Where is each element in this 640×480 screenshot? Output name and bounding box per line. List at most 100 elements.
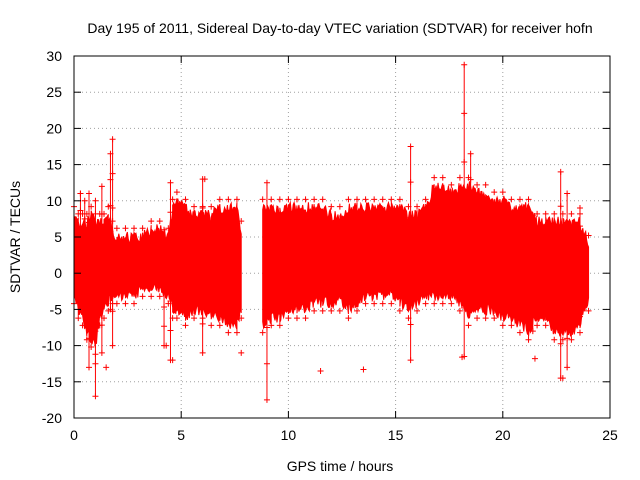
data-point xyxy=(467,254,474,261)
data-band xyxy=(390,202,401,302)
data-point xyxy=(319,307,326,314)
data-band xyxy=(365,202,375,303)
data-point xyxy=(482,315,489,322)
data-point xyxy=(225,196,232,203)
data-point xyxy=(529,231,536,238)
data-point xyxy=(259,329,266,336)
data-outlier xyxy=(163,342,170,349)
data-point xyxy=(92,295,99,302)
data-point xyxy=(199,320,206,327)
data-point xyxy=(311,307,318,314)
data-point xyxy=(109,218,116,225)
data-point xyxy=(474,315,481,322)
data-point xyxy=(83,336,90,343)
data-band xyxy=(176,198,186,318)
data-point xyxy=(319,196,326,203)
data-outlier xyxy=(103,364,110,371)
data-point xyxy=(328,307,335,314)
data-point xyxy=(148,293,155,300)
data-band xyxy=(219,204,229,327)
data-point xyxy=(263,179,270,186)
data-band xyxy=(202,209,212,319)
data-series xyxy=(71,61,592,403)
data-point xyxy=(467,280,474,287)
data-point xyxy=(414,307,421,314)
ticks: 0 5 10 15 20 25 -20 -15 -10 -5 0 5 10 15 20 25 30 xyxy=(42,48,618,443)
data-point xyxy=(576,277,583,284)
data-point xyxy=(302,196,309,203)
data-outlier xyxy=(77,190,84,197)
data-band xyxy=(467,181,478,319)
data-point xyxy=(101,210,108,217)
data-band xyxy=(313,202,324,308)
data-point xyxy=(557,168,564,175)
data-point xyxy=(336,307,343,314)
data-point xyxy=(576,241,583,248)
data-point xyxy=(557,340,564,347)
data-outlier xyxy=(201,176,208,183)
data-point xyxy=(379,300,386,307)
data-outlier xyxy=(238,349,245,356)
data-point xyxy=(263,215,270,222)
data-point xyxy=(77,224,84,231)
data-band xyxy=(476,187,487,316)
data-point xyxy=(293,315,300,322)
data-point xyxy=(276,322,283,329)
data-band xyxy=(382,200,392,300)
data-point xyxy=(96,322,103,329)
data-point xyxy=(208,322,215,329)
data-point xyxy=(396,196,403,203)
data-point xyxy=(92,262,99,269)
data-point xyxy=(551,210,558,217)
data-point xyxy=(161,246,168,253)
data-point xyxy=(439,174,446,181)
data-band xyxy=(433,182,444,302)
data-band xyxy=(210,203,221,324)
data-point xyxy=(557,203,564,210)
data-point xyxy=(107,150,114,157)
data-point xyxy=(285,315,292,322)
data-band xyxy=(416,203,427,306)
data-band xyxy=(570,217,581,335)
data-band xyxy=(150,224,161,293)
data-band xyxy=(347,202,358,314)
data-point xyxy=(109,342,116,349)
data-point xyxy=(467,228,474,235)
data-point xyxy=(576,205,583,212)
y-tick-label: 15 xyxy=(46,157,62,173)
data-point xyxy=(216,196,223,203)
data-band xyxy=(296,204,307,314)
data-point xyxy=(173,189,180,196)
data-point xyxy=(448,181,455,188)
data-band xyxy=(553,216,564,337)
data-point xyxy=(167,238,174,245)
data-band xyxy=(399,203,409,312)
data-band xyxy=(493,195,504,321)
data-point xyxy=(311,196,318,203)
data-point xyxy=(238,218,245,225)
data-point xyxy=(77,291,84,298)
data-point xyxy=(491,189,498,196)
data-point xyxy=(336,203,343,210)
data-point xyxy=(529,250,536,257)
data-point xyxy=(559,336,566,343)
data-band xyxy=(485,193,495,317)
data-point xyxy=(167,268,174,275)
data-point xyxy=(161,265,168,272)
data-point xyxy=(465,174,472,181)
data-band xyxy=(112,229,118,300)
data-point xyxy=(161,323,168,330)
data-point xyxy=(407,214,414,221)
data-point xyxy=(525,336,532,343)
data-point xyxy=(564,190,571,197)
data-point xyxy=(83,210,90,217)
data-point xyxy=(182,196,189,203)
data-point xyxy=(407,285,414,292)
data-point xyxy=(173,315,180,322)
data-point xyxy=(139,225,146,232)
data-point xyxy=(474,181,481,188)
data-point xyxy=(199,349,206,356)
data-band xyxy=(116,233,126,303)
y-tick-label: -20 xyxy=(42,410,62,426)
